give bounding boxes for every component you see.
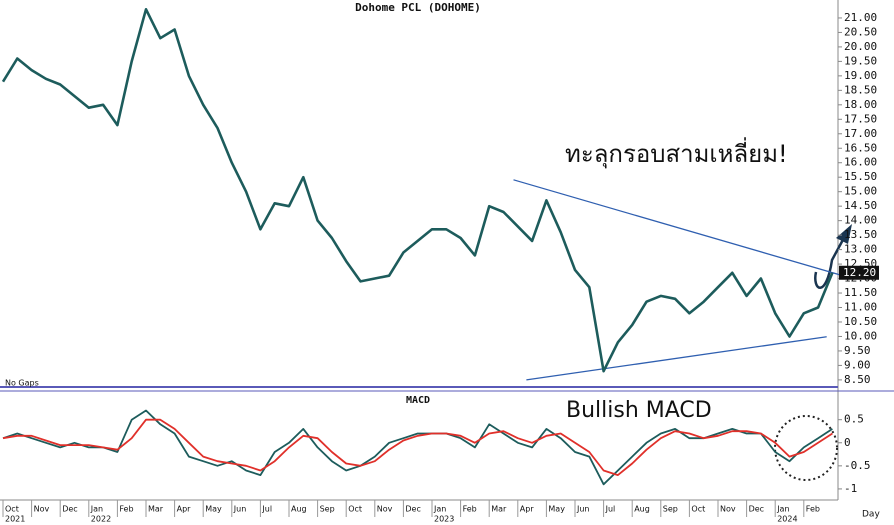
y-tick-label: 19.50 <box>844 54 877 67</box>
last-value-box <box>839 265 879 280</box>
x-tick-label: Nov <box>34 505 50 514</box>
y-tick-label: -0.5 <box>844 459 871 472</box>
x-tick-label: Apr <box>177 505 192 514</box>
x-tick-label: Jul <box>261 505 272 514</box>
trendline <box>513 179 840 276</box>
series-line <box>1 8 834 373</box>
panel-title: MACD <box>406 395 430 406</box>
year-label: 2024 <box>777 515 797 524</box>
y-tick-label: 16.00 <box>844 156 877 169</box>
y-tick-label: 13.50 <box>844 228 877 241</box>
y-tick-label: 19.00 <box>844 69 877 82</box>
y-tick-label: 0 <box>844 436 851 449</box>
y-tick-label: 9.00 <box>844 358 871 371</box>
x-tick-label: Oct <box>348 505 362 514</box>
y-tick-label: 0.5 <box>844 413 864 426</box>
trendline <box>526 336 827 381</box>
y-tick-label: 11.00 <box>844 301 877 314</box>
y-tick-label: 14.00 <box>844 214 877 227</box>
last-value-label: 12.20 <box>843 266 876 279</box>
x-tick-label: Jan <box>776 505 789 514</box>
x-tick-label: Nov <box>720 505 736 514</box>
y-tick-label: 15.00 <box>844 185 877 198</box>
x-tick-label: May <box>205 505 222 514</box>
x-tick-label: Dec <box>405 505 420 514</box>
year-label: 2023 <box>434 515 454 524</box>
y-tick-label: 18.50 <box>844 83 877 96</box>
y-tick-label: 21.00 <box>844 11 877 24</box>
x-tick-label: Dec <box>749 505 764 514</box>
x-tick-label: Nov <box>377 505 393 514</box>
x-tick-label: Mar <box>148 505 164 514</box>
x-tick-label: Aug <box>291 505 307 514</box>
x-tick-label: Aug <box>634 505 650 514</box>
annotation: ทะลุกรอบสามเหลี่ยม! <box>565 137 788 169</box>
x-tick-label: Jul <box>605 505 616 514</box>
x-tick-label: Jun <box>233 505 247 514</box>
year-label: 2022 <box>91 515 111 524</box>
x-tick-label: Jan <box>433 505 446 514</box>
y-tick-label: 10.00 <box>844 329 877 342</box>
y-tick-label: 9.50 <box>844 344 871 357</box>
y-tick-label: 20.50 <box>844 25 877 38</box>
y-tick-label: 10.50 <box>844 315 877 328</box>
x-tick-label: Feb <box>806 505 820 514</box>
x-tick-label: Mar <box>491 505 507 514</box>
arrow <box>814 235 847 289</box>
x-tick-label: Apr <box>520 505 535 514</box>
note: No Gaps <box>5 379 39 388</box>
chart-title: Dohome PCL (DOHOME) <box>355 1 481 14</box>
y-tick-label: 11.50 <box>844 286 877 299</box>
x-tick-label: May <box>548 505 565 514</box>
y-tick-label: 14.50 <box>844 199 877 212</box>
y-tick-label: 20.00 <box>844 40 877 53</box>
series-line <box>2 418 833 476</box>
y-tick-label: 18.00 <box>844 98 877 111</box>
x-tick-label: Dec <box>62 505 77 514</box>
x-tick-label: Jan <box>90 505 103 514</box>
x-tick-label: Oct <box>691 505 705 514</box>
series-line <box>2 409 833 486</box>
x-tick-label: Feb <box>119 505 133 514</box>
y-tick-label: -1 <box>844 482 857 495</box>
y-tick-label: 8.50 <box>844 373 871 386</box>
year-label: 2021 <box>5 515 25 524</box>
x-tick-label: Sep <box>663 505 678 514</box>
highlight-circle <box>774 415 838 481</box>
y-tick-label: 17.00 <box>844 127 877 140</box>
annotation: Bullish MACD <box>566 398 712 423</box>
y-tick-label: 15.50 <box>844 170 877 183</box>
x-tick-label: Oct <box>5 505 19 514</box>
x-tick-label: Jun <box>576 505 590 514</box>
x-unit: Day <box>862 510 880 520</box>
x-tick-label: Feb <box>463 505 477 514</box>
y-tick-label: 13.00 <box>844 243 877 256</box>
y-tick-label: 17.50 <box>844 112 877 125</box>
arrow-head <box>836 224 852 244</box>
y-tick-label: 16.50 <box>844 141 877 154</box>
x-tick-label: Sep <box>320 505 335 514</box>
